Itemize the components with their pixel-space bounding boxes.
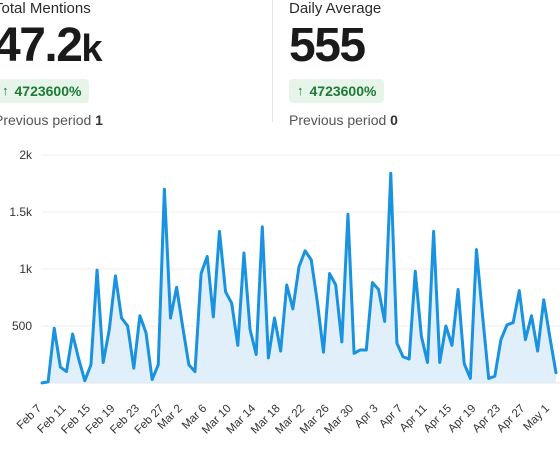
change-value: 4723600%: [14, 83, 82, 99]
y-tick-label: 1k: [19, 262, 33, 276]
y-tick-label: 1.5k: [9, 205, 33, 219]
previous-period-value: 0: [390, 112, 398, 128]
stat-unit: k: [81, 28, 103, 70]
x-tick-label: May 1: [521, 403, 552, 434]
stat-number: 47.2: [0, 19, 83, 72]
stat-value: 555: [289, 20, 398, 75]
x-tick-label: Apr 27: [495, 403, 527, 435]
change-value: 4723600%: [309, 83, 377, 99]
stat-number: 555: [289, 19, 366, 72]
change-badge: ↑ 4723600%: [289, 79, 385, 103]
series-points: [41, 173, 557, 383]
previous-period: Previous period 0: [289, 112, 398, 128]
y-axis: 500 1k 1.5k 2k: [9, 148, 33, 333]
y-tick-label: 500: [12, 319, 32, 333]
y-tick-label: 2k: [19, 148, 33, 162]
x-tick-label: Apr 3: [353, 403, 381, 431]
stat-value: 47.2k: [0, 20, 103, 75]
arrow-up-icon: ↑: [297, 83, 304, 98]
previous-period-label: Previous period: [289, 112, 387, 128]
stat-divider: [272, 0, 273, 122]
total-mentions-stat: Total Mentions 47.2k ↑ 4723600% Previous …: [0, 0, 103, 128]
previous-period: Previous period 1: [0, 112, 103, 128]
arrow-up-icon: ↑: [2, 83, 9, 98]
change-badge: ↑ 4723600%: [0, 79, 90, 103]
daily-average-stat: Daily Average 555 ↑ 4723600% Previous per…: [289, 0, 398, 128]
previous-period-label: Previous period: [0, 112, 92, 128]
stat-label: Daily Average: [289, 0, 382, 17]
previous-period-value: 1: [95, 112, 103, 128]
stat-label: Total Mentions: [0, 0, 91, 17]
series-area: [42, 173, 556, 383]
